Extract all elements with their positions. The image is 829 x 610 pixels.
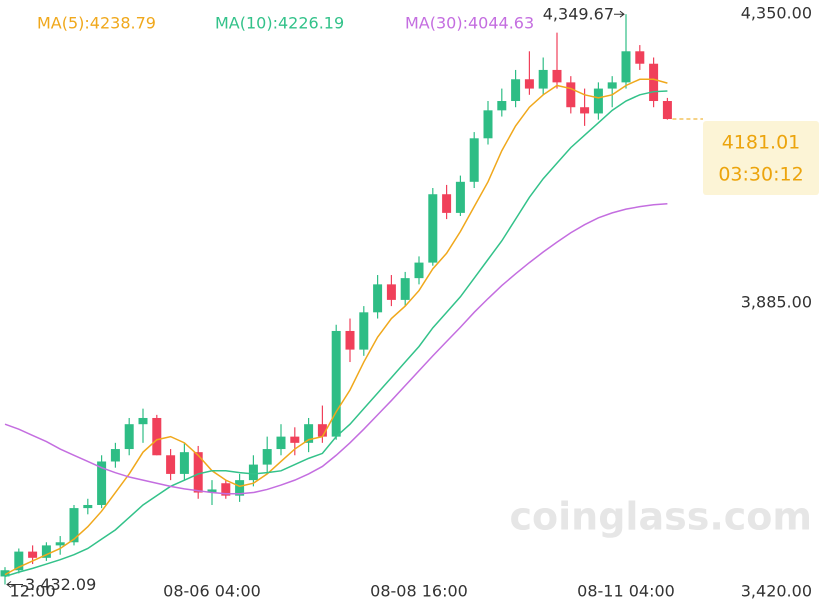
candle-body <box>483 110 493 139</box>
candle-body <box>538 69 548 89</box>
y-tick-label: 3,885.00 <box>741 293 812 312</box>
candle-body <box>649 63 659 102</box>
candle-body <box>276 436 286 450</box>
price-box <box>703 121 819 195</box>
candle-body <box>83 504 93 509</box>
low-label: 3,432.09 <box>25 575 96 594</box>
x-tick-label: 08-08 16:00 <box>370 582 468 601</box>
candle-body <box>110 449 120 462</box>
y-tick-label: 3,420.00 <box>741 582 812 601</box>
candle-body <box>124 424 134 450</box>
x-tick-label: 12:00 <box>10 582 56 601</box>
candle-body <box>0 570 10 577</box>
candle-body <box>290 436 300 443</box>
candle-body <box>455 181 465 213</box>
candle-body <box>621 51 631 83</box>
candle-body <box>552 69 562 83</box>
candle-body <box>662 101 672 120</box>
watermark: coinglass.com <box>510 495 812 539</box>
ma-line <box>4 90 668 578</box>
candle-body <box>386 284 396 300</box>
candle-body <box>428 194 438 263</box>
candle-body <box>179 452 189 474</box>
candle-body <box>373 284 383 313</box>
candle-body <box>14 551 24 571</box>
candle-body <box>566 82 576 108</box>
candle-body <box>69 508 79 543</box>
candle-body <box>635 51 645 64</box>
candle-body <box>414 262 424 279</box>
candle-body <box>511 79 521 102</box>
legend-label: MA(30):4044.63 <box>405 14 534 33</box>
candle-body <box>469 138 479 182</box>
ma-line <box>4 203 668 495</box>
candle-body <box>207 489 217 493</box>
x-tick-label: 08-11 04:00 <box>577 582 675 601</box>
candle-body <box>248 464 258 481</box>
candle-body <box>55 542 65 546</box>
candle-body <box>442 194 452 213</box>
price-label: 4181.01 <box>722 132 801 154</box>
countdown: 03:30:12 <box>718 164 803 186</box>
candle-body <box>235 480 245 496</box>
candle-body <box>262 449 272 465</box>
candle-body <box>359 312 369 350</box>
high-label: 4,349.67 <box>543 5 614 24</box>
candle-body <box>41 545 51 558</box>
candle-body <box>221 483 231 496</box>
candle-body <box>193 452 203 493</box>
candle-body <box>400 278 410 300</box>
candle-body <box>317 424 327 437</box>
legend-label: MA(10):4226.19 <box>215 14 344 33</box>
candle-body <box>593 88 603 114</box>
legend-label: MA(5):4238.79 <box>37 14 156 33</box>
candle-body <box>152 417 162 456</box>
candle-body <box>138 417 148 425</box>
candle-body <box>28 551 38 558</box>
candle-body <box>166 455 176 474</box>
x-tick-label: 08-06 04:00 <box>163 582 261 601</box>
y-tick-label: 4,350.00 <box>741 4 812 23</box>
candle-body <box>580 107 590 114</box>
candle-body <box>97 461 107 505</box>
low-arrow <box>6 581 23 588</box>
ma-line <box>4 78 668 576</box>
candle-body <box>497 101 507 111</box>
candle-body <box>524 79 534 89</box>
candle-body <box>331 330 341 437</box>
high-arrow <box>614 10 625 18</box>
candle-body <box>345 330 355 350</box>
candle-body <box>607 82 617 89</box>
candle-body <box>304 424 314 443</box>
